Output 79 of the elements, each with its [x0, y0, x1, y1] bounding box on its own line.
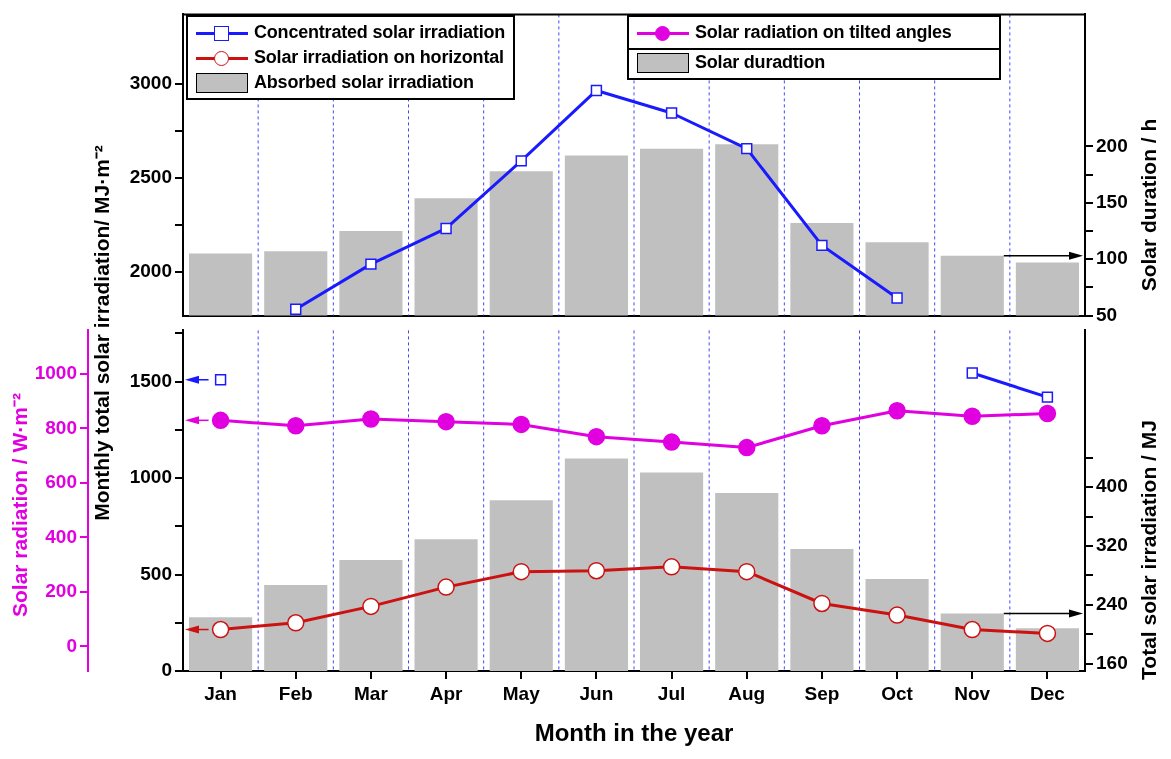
point: [214, 374, 227, 386]
y2-tick-label: 200: [1096, 134, 1128, 156]
y-tick-label: 2500: [129, 166, 172, 187]
y2-tick-label: 240: [1096, 593, 1128, 615]
point: [662, 433, 681, 451]
y3-tick-label: 200: [45, 580, 77, 602]
x-tick-label: May: [502, 682, 541, 704]
point: [437, 578, 455, 596]
point: [440, 222, 452, 235]
x-tick-label: Feb: [278, 682, 313, 704]
point: [290, 303, 302, 315]
point: [515, 155, 527, 167]
legend-label: Solar irradiation on horizontal: [254, 47, 504, 68]
point: [891, 292, 903, 304]
y3-tick-label: 800: [45, 416, 77, 438]
y2-tick-label: 320: [1096, 534, 1128, 556]
y3-tick-label: 600: [45, 471, 77, 493]
point: [587, 561, 606, 580]
point: [813, 417, 831, 435]
x-tick-label: Jun: [579, 682, 614, 704]
x-tick-label: Apr: [429, 682, 464, 704]
y2-tick-label: 400: [1096, 475, 1128, 497]
y2-tick-label: 50: [1096, 303, 1118, 325]
point: [437, 412, 455, 431]
x-axis-title: Month in the year: [534, 719, 734, 747]
y-tick-label: 1500: [129, 369, 172, 391]
y2-tick-label: 100: [1096, 247, 1128, 269]
point: [665, 107, 678, 119]
point: [512, 562, 530, 581]
y2-tick-label: 150: [1096, 191, 1128, 213]
point: [963, 407, 981, 425]
x-tick-label: Jan: [204, 682, 237, 704]
y3-tick-label: 400: [45, 525, 77, 547]
x-tick-label: Jul: [657, 682, 686, 704]
y-tick-label: 0: [161, 659, 172, 681]
point: [590, 84, 603, 97]
point: [211, 411, 230, 430]
y3-axis-title: Solar radiation / W·m⁻²: [8, 392, 32, 618]
point: [888, 606, 906, 624]
y-tick-label: 2000: [129, 259, 172, 281]
legend-label: Solar duradtion: [695, 52, 826, 73]
x-tick-label: Oct: [881, 682, 914, 704]
point: [816, 239, 828, 252]
point: [512, 415, 530, 434]
legend-label: Absorbed solar irradiation: [254, 72, 474, 93]
x-tick-label: Dec: [1029, 682, 1066, 704]
point: [963, 620, 981, 639]
x-tick-label: Mar: [354, 682, 389, 704]
legend-label: Concentrated solar irradiation: [254, 22, 506, 43]
point: [587, 427, 606, 446]
y2-tick-label: 160: [1096, 651, 1128, 673]
point: [662, 558, 681, 576]
legend-label: Solar radiation on tilted angles: [695, 22, 952, 43]
y3-tick-label: 1000: [34, 362, 77, 384]
point: [741, 142, 753, 155]
point: [738, 438, 756, 457]
point: [362, 410, 380, 428]
y3-tick-label: 0: [66, 634, 77, 656]
point: [211, 620, 230, 639]
point: [287, 417, 305, 435]
point: [1038, 404, 1057, 423]
point: [813, 594, 831, 613]
point: [365, 258, 377, 270]
point: [888, 402, 906, 420]
x-tick-label: Nov: [954, 682, 991, 704]
point: [287, 614, 305, 632]
y2-axis-title: Solar duration / h: [1136, 118, 1161, 292]
y2-axis-title: Total solar irradiation / MJ: [1136, 420, 1161, 680]
y-tick-label: 3000: [129, 72, 172, 94]
point: [966, 367, 978, 379]
x-tick-label: Aug: [728, 682, 766, 704]
y-tick-label: 500: [140, 562, 172, 584]
x-tick-label: Sep: [804, 682, 840, 704]
point: [738, 562, 756, 581]
point: [1038, 624, 1057, 643]
y-axis-title: Monthly total solar irradiation/ MJ·m⁻²: [89, 145, 114, 521]
y-tick-label: 1000: [129, 466, 172, 488]
point: [362, 597, 380, 616]
point: [1041, 391, 1054, 403]
